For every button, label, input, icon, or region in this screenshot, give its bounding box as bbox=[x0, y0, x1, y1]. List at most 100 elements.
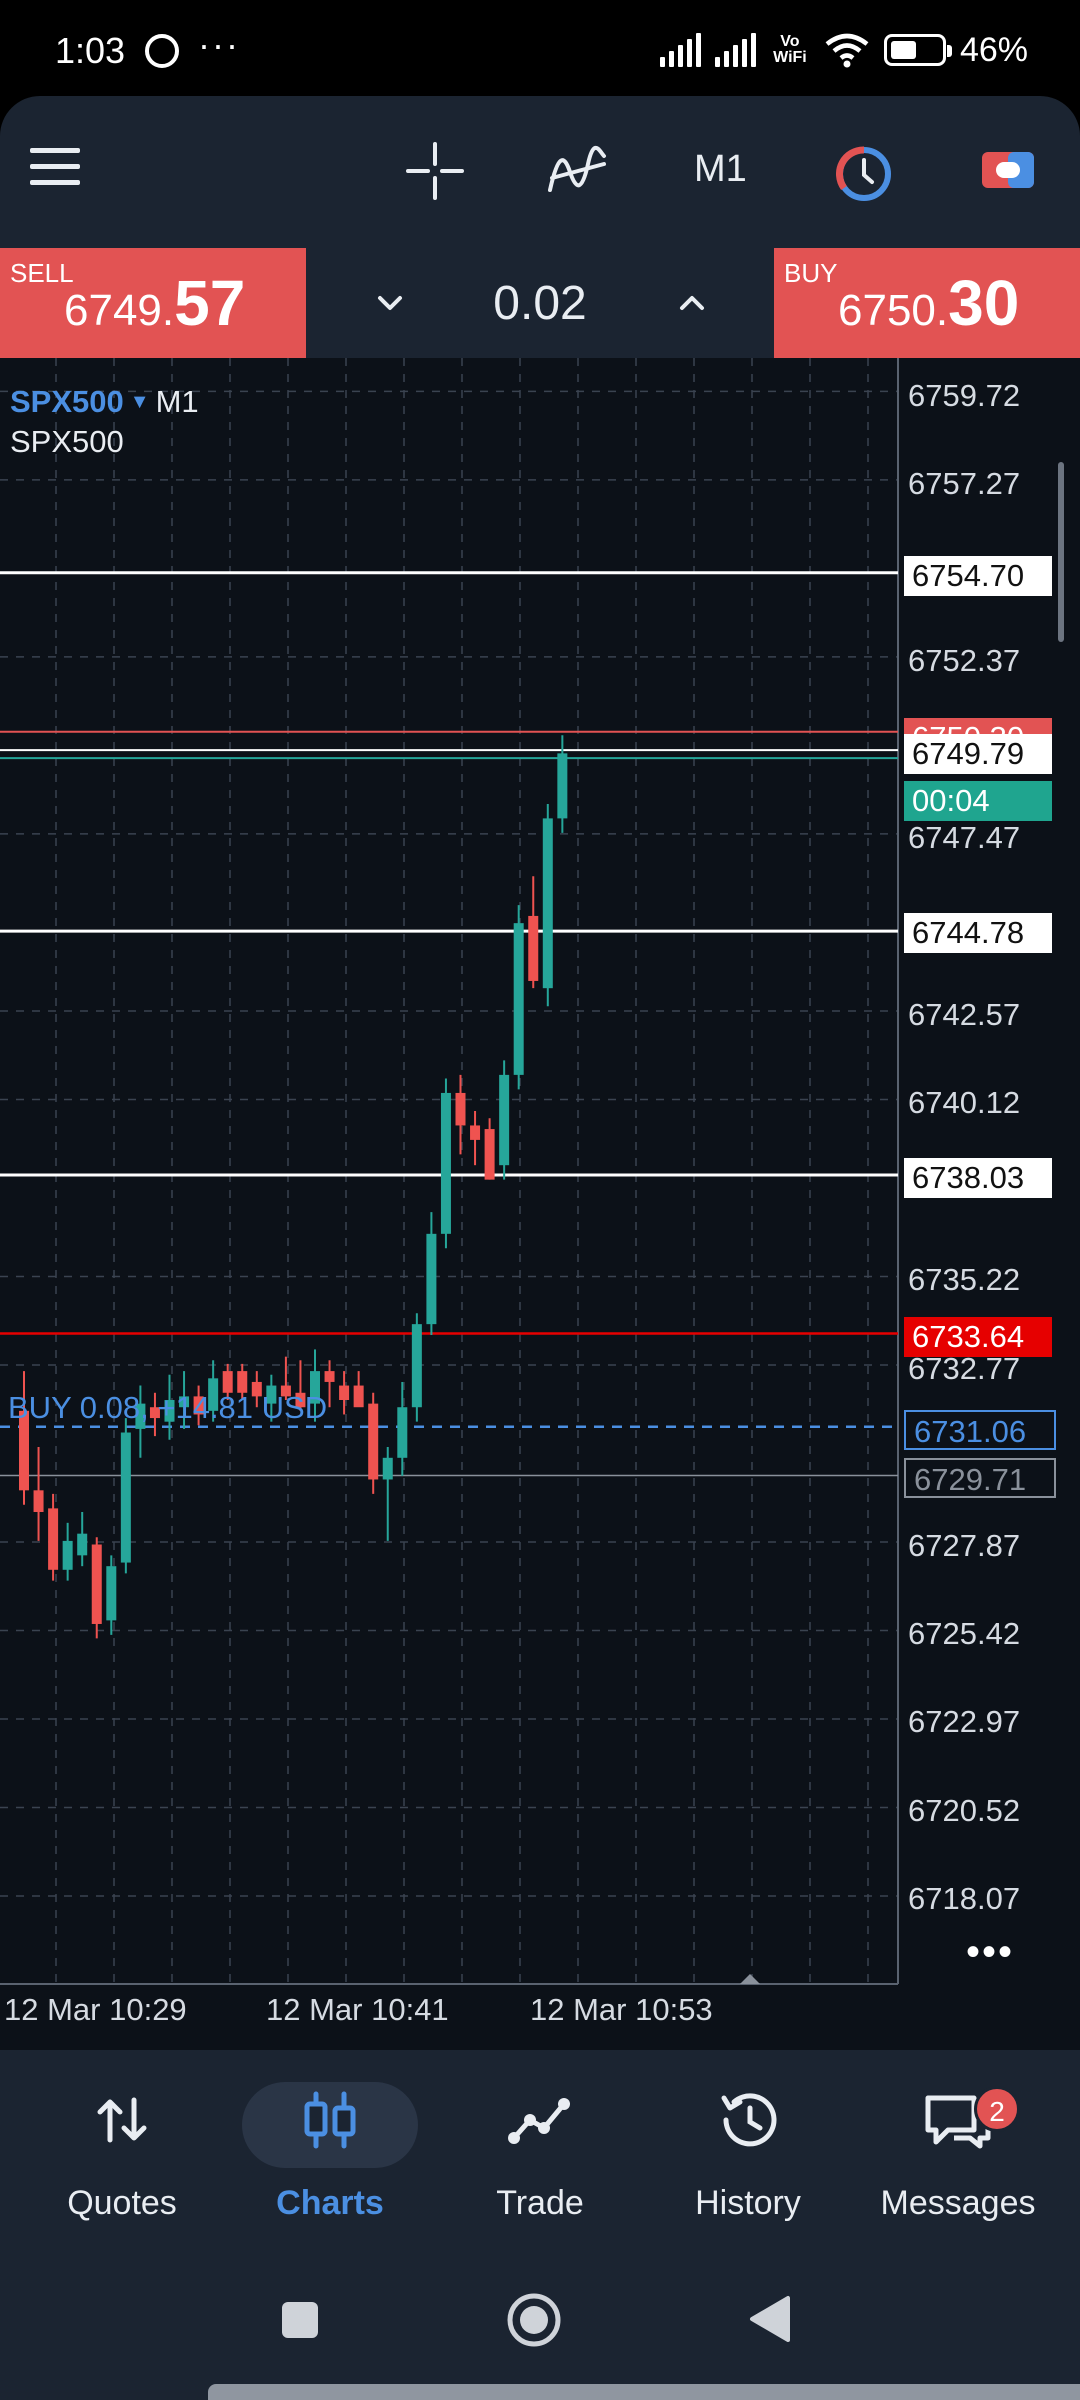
candle-bear bbox=[324, 1371, 335, 1382]
sell-price-dec: 57 bbox=[174, 267, 246, 339]
active-tab-indicator bbox=[242, 2082, 418, 2168]
nav-trade[interactable]: Trade bbox=[440, 2050, 640, 2240]
candle-bull bbox=[208, 1378, 219, 1411]
price-level-tag[interactable]: 6738.03 bbox=[904, 1158, 1052, 1198]
sell-price: 6749.57 bbox=[64, 266, 245, 340]
nav-charts-label: Charts bbox=[276, 2184, 384, 2222]
vowifi-label: Vo WiFi bbox=[773, 33, 807, 66]
price-tick: 6727.87 bbox=[908, 1528, 1021, 1563]
status-time: 1:03 bbox=[55, 30, 126, 71]
price-tick: 6759.72 bbox=[908, 378, 1021, 413]
crosshair-icon[interactable] bbox=[406, 142, 464, 200]
candle-bull bbox=[542, 818, 553, 989]
recents-square-icon[interactable] bbox=[280, 2300, 320, 2340]
more-options-icon[interactable]: ••• bbox=[966, 1930, 1015, 1974]
candle-bear bbox=[193, 1396, 204, 1415]
candle-timer-tag: 00:04 bbox=[904, 781, 1052, 821]
candle-bear bbox=[528, 915, 539, 981]
candle-bear bbox=[484, 1129, 495, 1180]
sell-price-int: 6749. bbox=[64, 286, 175, 335]
price-scrollbar[interactable] bbox=[1058, 462, 1064, 642]
candle-bull bbox=[397, 1407, 408, 1458]
volume-decrease-chevron-down-icon[interactable] bbox=[370, 283, 410, 323]
candle-bull bbox=[426, 1233, 437, 1325]
trend-icon bbox=[508, 2098, 570, 2144]
position-price-tag[interactable]: 6731.06 bbox=[904, 1410, 1056, 1450]
wifi-icon bbox=[825, 33, 869, 68]
candle-bull bbox=[411, 1324, 422, 1408]
bid-price-tag: 6749.79 bbox=[904, 734, 1052, 774]
candle-bear bbox=[280, 1385, 291, 1397]
candle-bull bbox=[77, 1533, 88, 1556]
candle-bull bbox=[120, 1432, 131, 1563]
messages-badge: 2 bbox=[974, 2086, 1020, 2132]
nav-charts[interactable]: Charts bbox=[230, 2050, 430, 2240]
system-navigation-bar bbox=[0, 2240, 1080, 2400]
one-click-trade-panel: SELL 6749.57 0.02 BUY 6750.30 bbox=[0, 248, 1080, 358]
sell-button[interactable]: SELL 6749.57 bbox=[0, 248, 306, 358]
candle-bear bbox=[368, 1403, 379, 1480]
symbol-description: SPX500 bbox=[10, 424, 124, 459]
nav-messages-label: Messages bbox=[880, 2184, 1036, 2222]
nav-messages[interactable]: 2 Messages bbox=[858, 2050, 1058, 2240]
volume-input[interactable]: 0.02 bbox=[493, 277, 587, 330]
candle-bull bbox=[440, 1092, 451, 1234]
back-triangle-icon[interactable] bbox=[748, 2294, 792, 2344]
swap-arrows-icon bbox=[97, 2097, 147, 2143]
buy-price-dec: 30 bbox=[948, 267, 1020, 339]
indicator-icon[interactable] bbox=[546, 142, 608, 200]
candle-bear bbox=[339, 1385, 350, 1401]
timeframe-button[interactable]: M1 bbox=[694, 148, 747, 190]
sell-label: SELL bbox=[10, 258, 74, 288]
candle-bull bbox=[382, 1457, 393, 1480]
status-indicators: Vo WiFi 46% bbox=[659, 30, 1028, 70]
price-chart[interactable] bbox=[0, 358, 1080, 2050]
buy-button[interactable]: BUY 6750.30 bbox=[774, 248, 1080, 358]
price-tick: 6720.52 bbox=[908, 1793, 1021, 1828]
chart-canvas[interactable] bbox=[0, 358, 1080, 2050]
home-circle-icon[interactable] bbox=[506, 2292, 562, 2348]
nav-trade-label: Trade bbox=[496, 2184, 584, 2222]
candle-bull bbox=[62, 1540, 73, 1570]
candle-bull bbox=[266, 1385, 277, 1404]
menu-icon[interactable] bbox=[30, 148, 80, 186]
candle-bear bbox=[251, 1381, 262, 1397]
caret-down-icon[interactable]: ▼ bbox=[129, 390, 150, 413]
position-label[interactable]: BUY 0.08, +14.81 USD bbox=[8, 1390, 328, 1425]
stop-loss-tag[interactable]: 6733.64 bbox=[904, 1317, 1052, 1357]
candle-bear bbox=[455, 1092, 466, 1126]
candles-icon bbox=[304, 2091, 356, 2149]
price-tick: 6735.22 bbox=[908, 1262, 1021, 1297]
candle-bull bbox=[513, 923, 524, 1075]
price-tick: 6740.12 bbox=[908, 1085, 1021, 1120]
trade-panel-toggle-icon[interactable] bbox=[980, 148, 1036, 192]
buy-label: BUY bbox=[784, 258, 838, 288]
nav-history[interactable]: History bbox=[648, 2050, 848, 2240]
candle-bear bbox=[295, 1392, 306, 1408]
price-tick: 6752.37 bbox=[908, 643, 1021, 678]
status-bar: 1:03 ··· Vo WiFi 46% bbox=[0, 0, 1080, 96]
time-tick: 12 Mar 10:41 bbox=[266, 1992, 449, 2027]
price-level-tag[interactable]: 6744.78 bbox=[904, 913, 1052, 953]
candle-bear bbox=[353, 1385, 364, 1408]
time-tick: 12 Mar 10:29 bbox=[4, 1992, 187, 2027]
candle-bear bbox=[91, 1544, 102, 1624]
candle-bear bbox=[33, 1490, 44, 1512]
nav-quotes[interactable]: Quotes bbox=[22, 2050, 222, 2240]
one-click-trading-icon[interactable] bbox=[836, 146, 892, 202]
price-tick: 6742.57 bbox=[908, 997, 1021, 1032]
price-tick: 6757.27 bbox=[908, 466, 1021, 501]
candle-bear bbox=[48, 1508, 59, 1570]
candle-bear bbox=[222, 1371, 233, 1393]
symbol-selector[interactable]: SPX500 bbox=[10, 384, 124, 419]
time-marker bbox=[740, 1974, 760, 1984]
candle-bear bbox=[237, 1371, 248, 1393]
volume-increase-chevron-up-icon[interactable] bbox=[672, 283, 712, 323]
candle-bear bbox=[470, 1125, 481, 1140]
price-tick: 6718.07 bbox=[908, 1881, 1021, 1916]
gesture-bar[interactable] bbox=[208, 2384, 1080, 2400]
candle-bull bbox=[106, 1566, 117, 1621]
time-tick: 12 Mar 10:53 bbox=[530, 1992, 713, 2027]
candle-bull bbox=[179, 1396, 190, 1408]
price-level-tag[interactable]: 6754.70 bbox=[904, 556, 1052, 596]
